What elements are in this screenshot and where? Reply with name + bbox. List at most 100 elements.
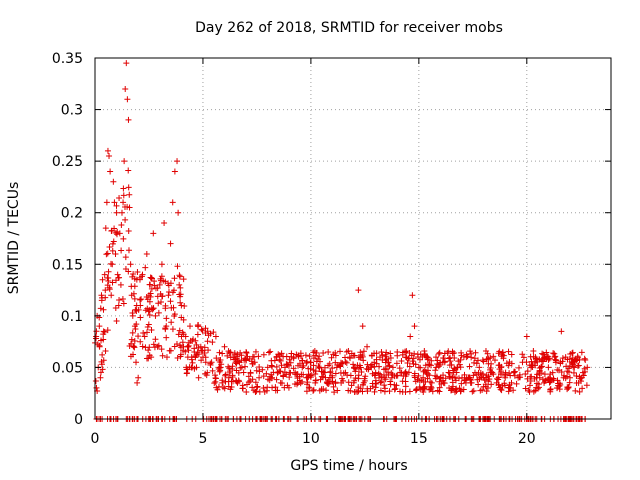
- data-point: [478, 374, 485, 381]
- data-point: [122, 85, 129, 92]
- data-point: [93, 328, 100, 335]
- data-point: [371, 388, 378, 395]
- data-point: [457, 387, 464, 394]
- data-point: [203, 372, 210, 379]
- data-point: [259, 366, 266, 373]
- data-point: [477, 387, 484, 394]
- data-point: [176, 281, 183, 288]
- data-point: [97, 374, 104, 381]
- data-point: [128, 340, 135, 347]
- data-point: [229, 372, 236, 379]
- data-point: [451, 365, 458, 372]
- data-point: [581, 355, 588, 362]
- data-point: [528, 362, 535, 369]
- data-point: [120, 185, 127, 192]
- data-point: [453, 385, 460, 392]
- data-point: [565, 385, 572, 392]
- data-point: [122, 216, 129, 223]
- data-point: [228, 384, 235, 391]
- data-point: [163, 334, 170, 341]
- data-point: [211, 380, 218, 387]
- data-point: [312, 371, 319, 378]
- data-point: [163, 315, 170, 322]
- data-point: [358, 353, 365, 360]
- data-point: [125, 247, 132, 254]
- data-point: [96, 323, 103, 330]
- data-point: [120, 199, 127, 206]
- data-point: [227, 349, 234, 356]
- data-point: [558, 369, 565, 376]
- data-point: [449, 373, 456, 380]
- data-point: [483, 388, 490, 395]
- data-point: [202, 329, 209, 336]
- data-point: [166, 347, 173, 354]
- data-point: [131, 295, 138, 302]
- data-point: [113, 231, 120, 238]
- data-point: [574, 362, 581, 369]
- data-point: [171, 168, 178, 175]
- data-point: [132, 325, 139, 332]
- data-point: [436, 349, 443, 356]
- data-point: [224, 352, 231, 359]
- data-point: [112, 229, 119, 236]
- data-point: [506, 381, 513, 388]
- data-point: [545, 364, 552, 371]
- data-point: [155, 342, 162, 349]
- data-point: [573, 379, 580, 386]
- data-point: [505, 348, 512, 355]
- data-point: [359, 323, 366, 330]
- data-point: [130, 343, 137, 350]
- data-point: [229, 365, 236, 372]
- data-point: [145, 347, 152, 354]
- data-point: [554, 366, 561, 373]
- data-point: [576, 356, 583, 363]
- data-point: [398, 358, 405, 365]
- data-point: [432, 367, 439, 374]
- data-point: [102, 225, 109, 232]
- data-point: [474, 376, 481, 383]
- data-point: [402, 373, 409, 380]
- data-point: [204, 338, 211, 345]
- data-point: [452, 377, 459, 384]
- data-point: [376, 363, 383, 370]
- data-point: [159, 293, 166, 300]
- data-point: [125, 268, 132, 275]
- data-point: [446, 370, 453, 377]
- data-point: [168, 319, 175, 326]
- data-point: [113, 209, 120, 216]
- data-point: [469, 388, 476, 395]
- data-point: [145, 308, 152, 315]
- data-point: [417, 351, 424, 358]
- data-point: [411, 323, 418, 330]
- data-point: [543, 349, 550, 356]
- data-point: [351, 352, 358, 359]
- data-point: [167, 298, 174, 305]
- data-point: [139, 343, 146, 350]
- data-point: [111, 225, 118, 232]
- data-point: [520, 354, 527, 361]
- data-point: [413, 386, 420, 393]
- data-point: [245, 373, 252, 380]
- data-point: [508, 360, 515, 367]
- data-point: [364, 385, 371, 392]
- data-point: [524, 368, 531, 375]
- data-point: [498, 387, 505, 394]
- data-point: [260, 385, 267, 392]
- data-points: [92, 60, 591, 422]
- data-point: [434, 357, 441, 364]
- data-point: [406, 363, 413, 370]
- data-point: [195, 323, 202, 330]
- data-point: [498, 368, 505, 375]
- data-point: [93, 384, 100, 391]
- data-point: [148, 285, 155, 292]
- data-point: [281, 369, 288, 376]
- data-point: [177, 291, 184, 298]
- data-point: [125, 116, 132, 123]
- data-point: [422, 378, 429, 385]
- data-point: [318, 368, 325, 375]
- data-point: [170, 304, 177, 311]
- data-point: [498, 353, 505, 360]
- data-point: [496, 348, 503, 355]
- data-point: [535, 370, 542, 377]
- data-point: [150, 230, 157, 237]
